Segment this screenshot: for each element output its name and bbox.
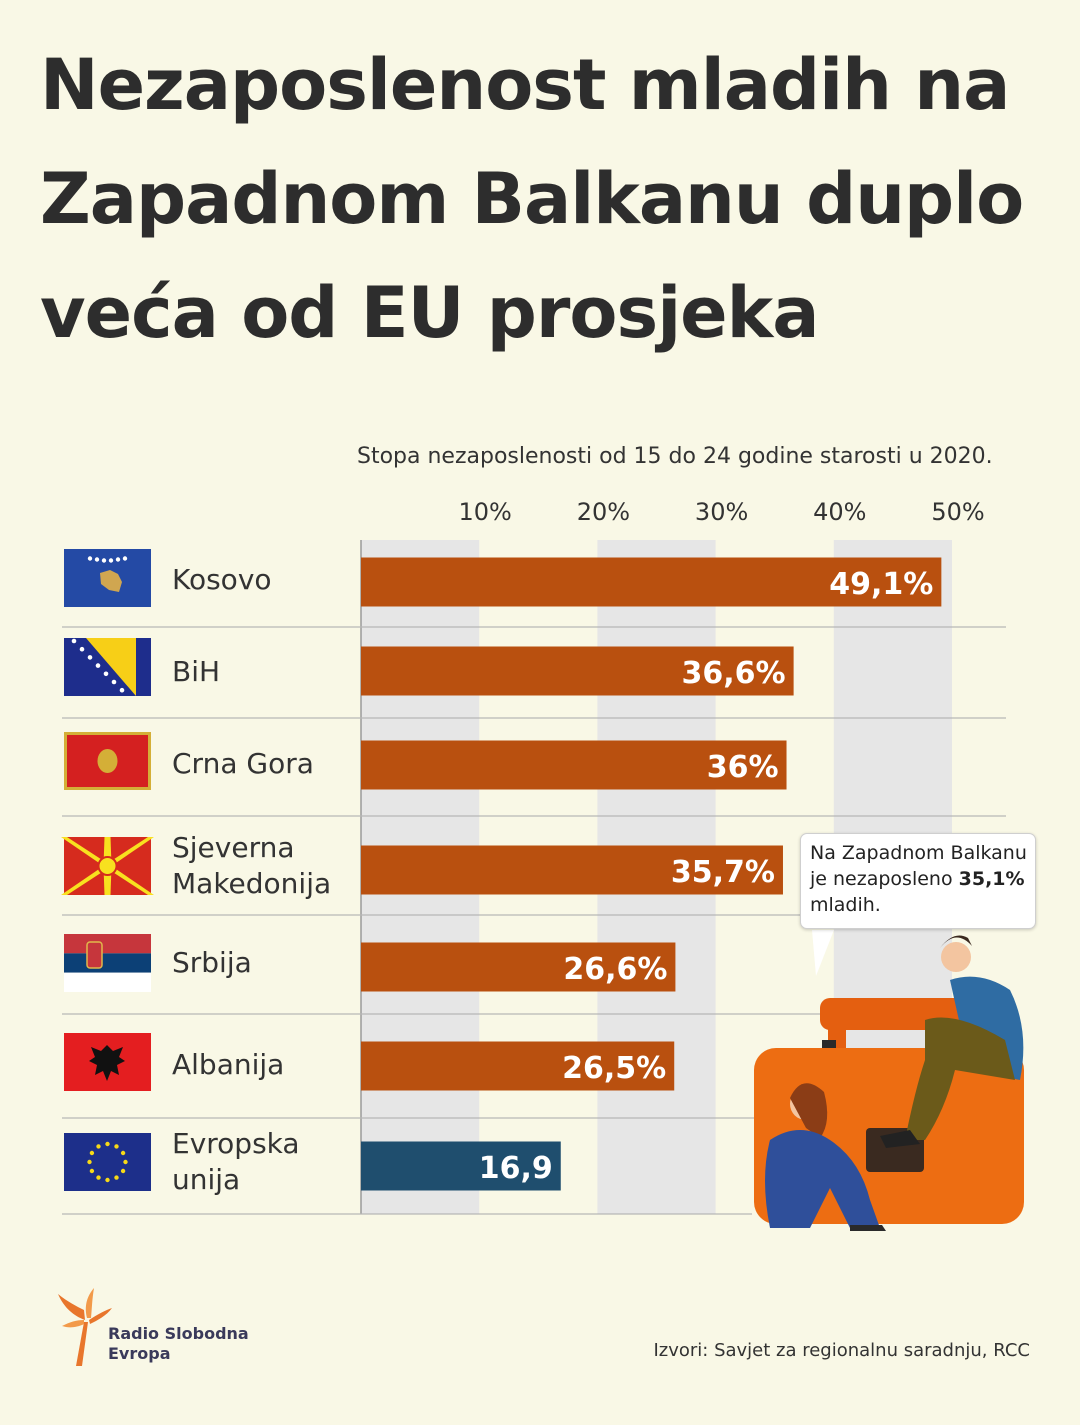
x-tick-label: 40% xyxy=(813,498,866,526)
north-macedonia-flag-icon xyxy=(61,837,154,895)
source-note: Izvori: Savjet za regionalnu saradnju, R… xyxy=(653,1340,1030,1361)
logo-text: Radio Slobodna Evropa xyxy=(108,1324,249,1364)
row-label-kosovo-text: Kosovo xyxy=(172,563,272,596)
row-label-crna-gora: Crna Gora xyxy=(172,746,314,782)
bih-flag-icon xyxy=(64,638,151,696)
bar-sjeverna-makedonija xyxy=(361,845,783,895)
callout-bubble: Na Zapadnom Balkanu je nezaposleno 35,1%… xyxy=(800,833,1036,929)
row-label-albanija: Albanija xyxy=(172,1047,284,1083)
row-label-srbija-text: Srbija xyxy=(172,946,252,979)
logo-line-2: Evropa xyxy=(108,1344,171,1363)
row-label-eu-line2: unija xyxy=(172,1163,241,1196)
row-label-eu-line1: Evropska xyxy=(172,1127,300,1160)
x-tick-label: 30% xyxy=(695,498,748,526)
row-label-kosovo: Kosovo xyxy=(172,562,272,598)
row-label-albanija-text: Albanija xyxy=(172,1048,285,1081)
row-label-crna-gora-text: Crna Gora xyxy=(172,747,314,780)
row-label-sm-line1: Sjeverna xyxy=(172,831,295,864)
x-tick-label: 10% xyxy=(459,498,512,526)
eu-flag-icon xyxy=(64,1133,151,1191)
bar-evropska-unija xyxy=(361,1141,561,1191)
callout-highlight: 35,1% xyxy=(958,868,1025,890)
bar-value-label: 26,5% xyxy=(562,1051,666,1086)
bar-kosovo xyxy=(361,557,942,607)
bar-srbija xyxy=(361,942,676,992)
bar-albanija xyxy=(361,1041,675,1091)
bar-value-label: 16,9 xyxy=(479,1151,553,1186)
row-label-bih: BiH xyxy=(172,654,220,690)
montenegro-flag-icon xyxy=(64,732,151,790)
chart-subtitle: Stopa nezaposlenosti od 15 do 24 godine … xyxy=(357,444,993,469)
bar-value-label: 26,6% xyxy=(563,952,667,987)
bar-value-label: 36% xyxy=(707,750,779,785)
row-label-bih-text: BiH xyxy=(172,655,221,688)
bar-crna-gora xyxy=(361,740,787,790)
bar-value-label: 35,7% xyxy=(671,855,775,890)
bar-value-label: 49,1% xyxy=(829,567,933,602)
serbia-flag-icon xyxy=(64,934,151,992)
title-line-2: Zapadnom Balkanu duplo xyxy=(40,158,1024,240)
kosovo-flag-icon xyxy=(64,549,151,607)
row-label-evropska-unija: Evropska unija xyxy=(172,1126,300,1198)
row-label-srbija: Srbija xyxy=(172,945,252,981)
callout-line-3: mladih. xyxy=(810,894,881,916)
bar-bih xyxy=(361,646,794,696)
callout-line-2-pre: je nezaposleno xyxy=(810,868,959,890)
page-title: Nezaposlenost mladih na Zapadnom Balkanu… xyxy=(40,28,1050,370)
illustration-suitcase-people xyxy=(754,935,1024,1231)
title-line-3: veća od EU prosjeka xyxy=(40,272,819,354)
callout-tail xyxy=(812,930,834,976)
bar-value-label: 36,6% xyxy=(682,656,786,691)
torch-logo-icon xyxy=(58,1288,112,1366)
row-label-sm-line2: Makedonija xyxy=(172,867,332,900)
logo-line-1: Radio Slobodna xyxy=(108,1324,249,1343)
title-line-1: Nezaposlenost mladih na xyxy=(40,44,1010,126)
callout-line-1: Na Zapadnom Balkanu xyxy=(810,842,1027,864)
x-tick-label: 20% xyxy=(577,498,630,526)
albania-flag-icon xyxy=(64,1033,151,1091)
x-tick-label: 50% xyxy=(931,498,984,526)
row-label-sjeverna-makedonija: Sjeverna Makedonija xyxy=(172,830,331,902)
